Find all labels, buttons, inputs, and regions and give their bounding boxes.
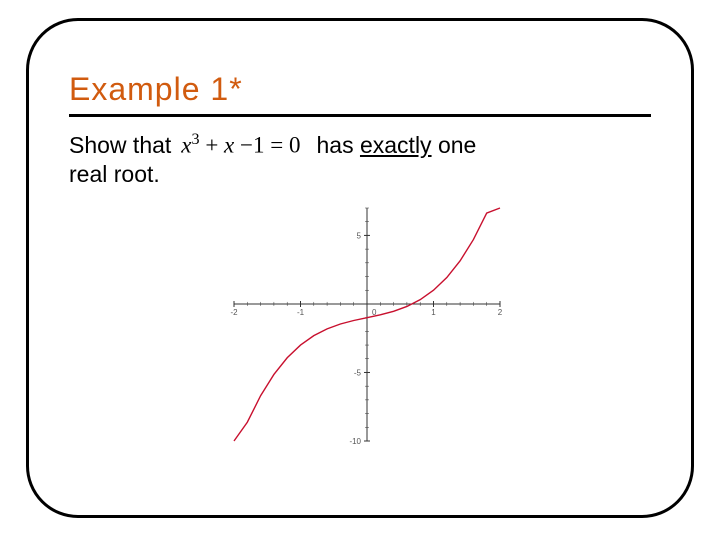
problem-statement-line2: real root.	[69, 161, 651, 188]
text-show-that: Show that	[69, 132, 171, 159]
eq-one: 1	[253, 133, 265, 158]
svg-text:-10: -10	[349, 437, 361, 446]
eq-minus: −	[240, 133, 253, 158]
svg-text:-5: -5	[354, 368, 362, 377]
eq-plus: +	[205, 133, 218, 158]
graph-svg: -2-112-10-550	[210, 200, 510, 455]
slide-frame: Example 1* Show that x3 + x −1 = 0 has e…	[26, 18, 694, 518]
eq-eq: =	[270, 133, 283, 158]
eq-x1: x	[181, 133, 191, 158]
text-one: one	[438, 132, 476, 158]
title-rule	[69, 114, 651, 117]
eq-zero: 0	[289, 133, 301, 158]
slide-title: Example 1*	[69, 71, 651, 108]
svg-text:2: 2	[498, 308, 503, 317]
svg-text:1: 1	[431, 308, 436, 317]
eq-x2: x	[224, 133, 234, 158]
svg-text:-1: -1	[297, 308, 305, 317]
text-exactly: exactly	[360, 132, 432, 158]
text-has: has	[316, 132, 353, 158]
function-graph: -2-112-10-550	[210, 200, 510, 455]
eq-sup: 3	[192, 131, 200, 148]
svg-text:5: 5	[357, 231, 362, 240]
problem-statement-line1: Show that x3 + x −1 = 0 has exactly one	[69, 131, 651, 159]
equation: x3 + x −1 = 0	[181, 131, 300, 159]
svg-text:-2: -2	[230, 308, 238, 317]
